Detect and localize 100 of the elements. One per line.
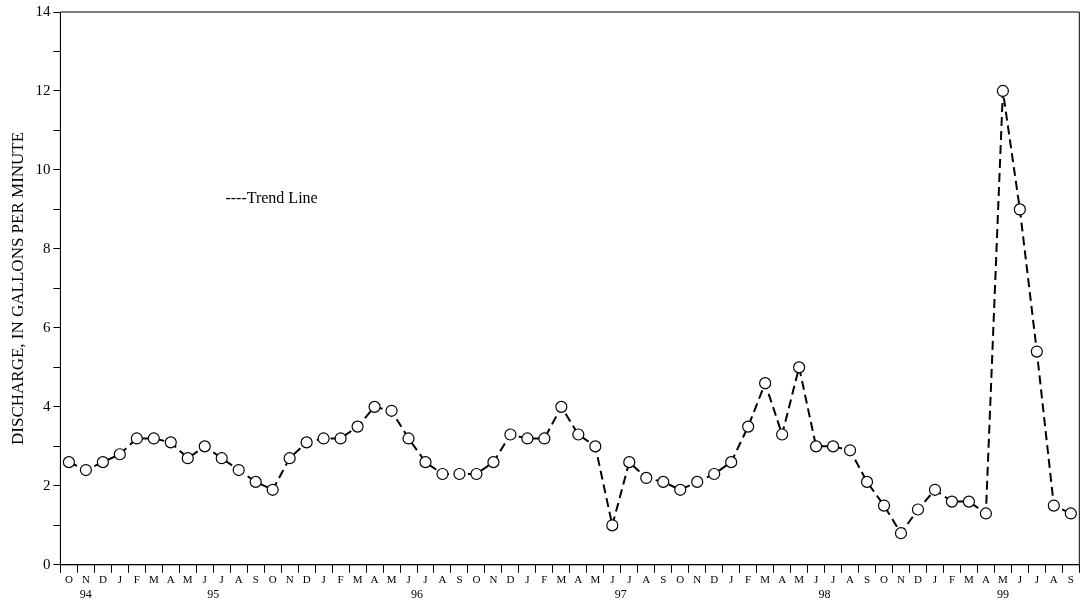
point (436, 467, 449, 481)
point (232, 463, 245, 477)
x-tick-label: M (352, 573, 363, 586)
x-tick-label: D (302, 573, 311, 586)
y-tick-label: 10 (35, 160, 51, 177)
point (962, 495, 976, 508)
point (164, 436, 177, 449)
point (249, 475, 262, 488)
text: 98 (818, 587, 831, 602)
x-tick-label: A (778, 573, 787, 586)
x-tick-label: D (710, 573, 719, 586)
x-tick-label: M (760, 573, 771, 586)
x-tick-label: N (693, 573, 702, 586)
x-tick-label: D (914, 573, 922, 586)
point (453, 467, 466, 481)
point (1064, 507, 1077, 520)
x-tick-label: D (506, 573, 515, 586)
x-tick-label: S (456, 573, 463, 586)
point (334, 432, 347, 445)
point (317, 432, 330, 445)
x-tick-label: S (863, 573, 871, 586)
x-tick-label: F (133, 573, 140, 586)
x-tick-label: N (897, 573, 906, 586)
point (419, 456, 432, 469)
point (809, 440, 823, 453)
x-tick-label: M (556, 573, 567, 586)
x-tick-label: O (64, 573, 73, 586)
x-tick-label: J (525, 573, 531, 586)
x-tick-label: F (745, 573, 752, 586)
point (793, 361, 806, 374)
point (843, 444, 857, 457)
x-tick-label: J (813, 573, 819, 586)
x-tick-label: O (268, 573, 277, 586)
point (283, 452, 296, 465)
x-tick-label: J (1034, 573, 1040, 586)
x-tick-label: J (406, 573, 412, 586)
y-tick-label: 14 (35, 2, 51, 19)
point (572, 428, 585, 441)
x-tick-label: J (423, 573, 429, 586)
point (555, 400, 568, 413)
point (742, 420, 755, 433)
point (470, 467, 483, 481)
x-tick-label: A (370, 573, 379, 586)
point (79, 463, 92, 477)
y-axis-title: DISCHARGE, IN GALLONS PER MINUTE (7, 131, 27, 445)
x-tick-label: A (438, 573, 447, 586)
x-tick-label: O (880, 573, 889, 586)
x-tick-label: M (148, 573, 159, 586)
point (1013, 203, 1026, 216)
x-tick-label: A (574, 573, 583, 586)
x-tick-label: J (117, 573, 123, 586)
x-tick-label: A (234, 573, 243, 586)
x-tick-label: N (285, 573, 294, 586)
point (181, 452, 194, 465)
point (487, 456, 500, 469)
x-tick-label: M (964, 573, 975, 586)
y-tick-label: 2 (42, 476, 51, 493)
x-tick-label: M (182, 573, 193, 586)
point (640, 471, 653, 485)
x-tick-label: F (337, 573, 344, 586)
x-tick-label: A (642, 573, 651, 586)
point (708, 467, 721, 481)
y-tick-label: 6 (42, 318, 51, 335)
x-tick-label: M (386, 573, 397, 586)
x-tick-label: J (219, 573, 225, 586)
x-tick-label: A (981, 573, 990, 586)
point (215, 452, 228, 465)
point (860, 475, 874, 488)
x-tick-label: J (202, 573, 208, 586)
point (894, 527, 908, 540)
point (657, 475, 670, 488)
x-tick-label: N (489, 573, 498, 586)
text: 94 (79, 587, 92, 602)
x-tick-label: J (729, 573, 735, 586)
point (368, 400, 381, 413)
point (776, 428, 789, 441)
x-tick-label: M (997, 573, 1008, 586)
point (623, 456, 636, 469)
x-tick-label: A (1049, 573, 1058, 586)
y-tick-label: 4 (42, 397, 51, 414)
point (911, 503, 925, 516)
x-tick-label: O (472, 573, 481, 586)
x-tick-label: J (932, 573, 938, 586)
point (266, 483, 279, 496)
text: 95 (207, 587, 220, 602)
point (759, 377, 772, 390)
x-tick-label: M (794, 573, 805, 586)
point (928, 483, 942, 496)
x-tick-label: A (846, 573, 855, 586)
point (877, 499, 891, 512)
point (1030, 345, 1043, 358)
point (62, 456, 75, 469)
point (606, 519, 619, 532)
x-tick-label: J (1017, 573, 1023, 586)
point (504, 428, 517, 441)
x-tick-label: O (676, 573, 685, 586)
text: 97 (614, 587, 627, 602)
point (113, 448, 126, 461)
y-tick-label: 0 (42, 555, 51, 572)
point (198, 440, 211, 453)
